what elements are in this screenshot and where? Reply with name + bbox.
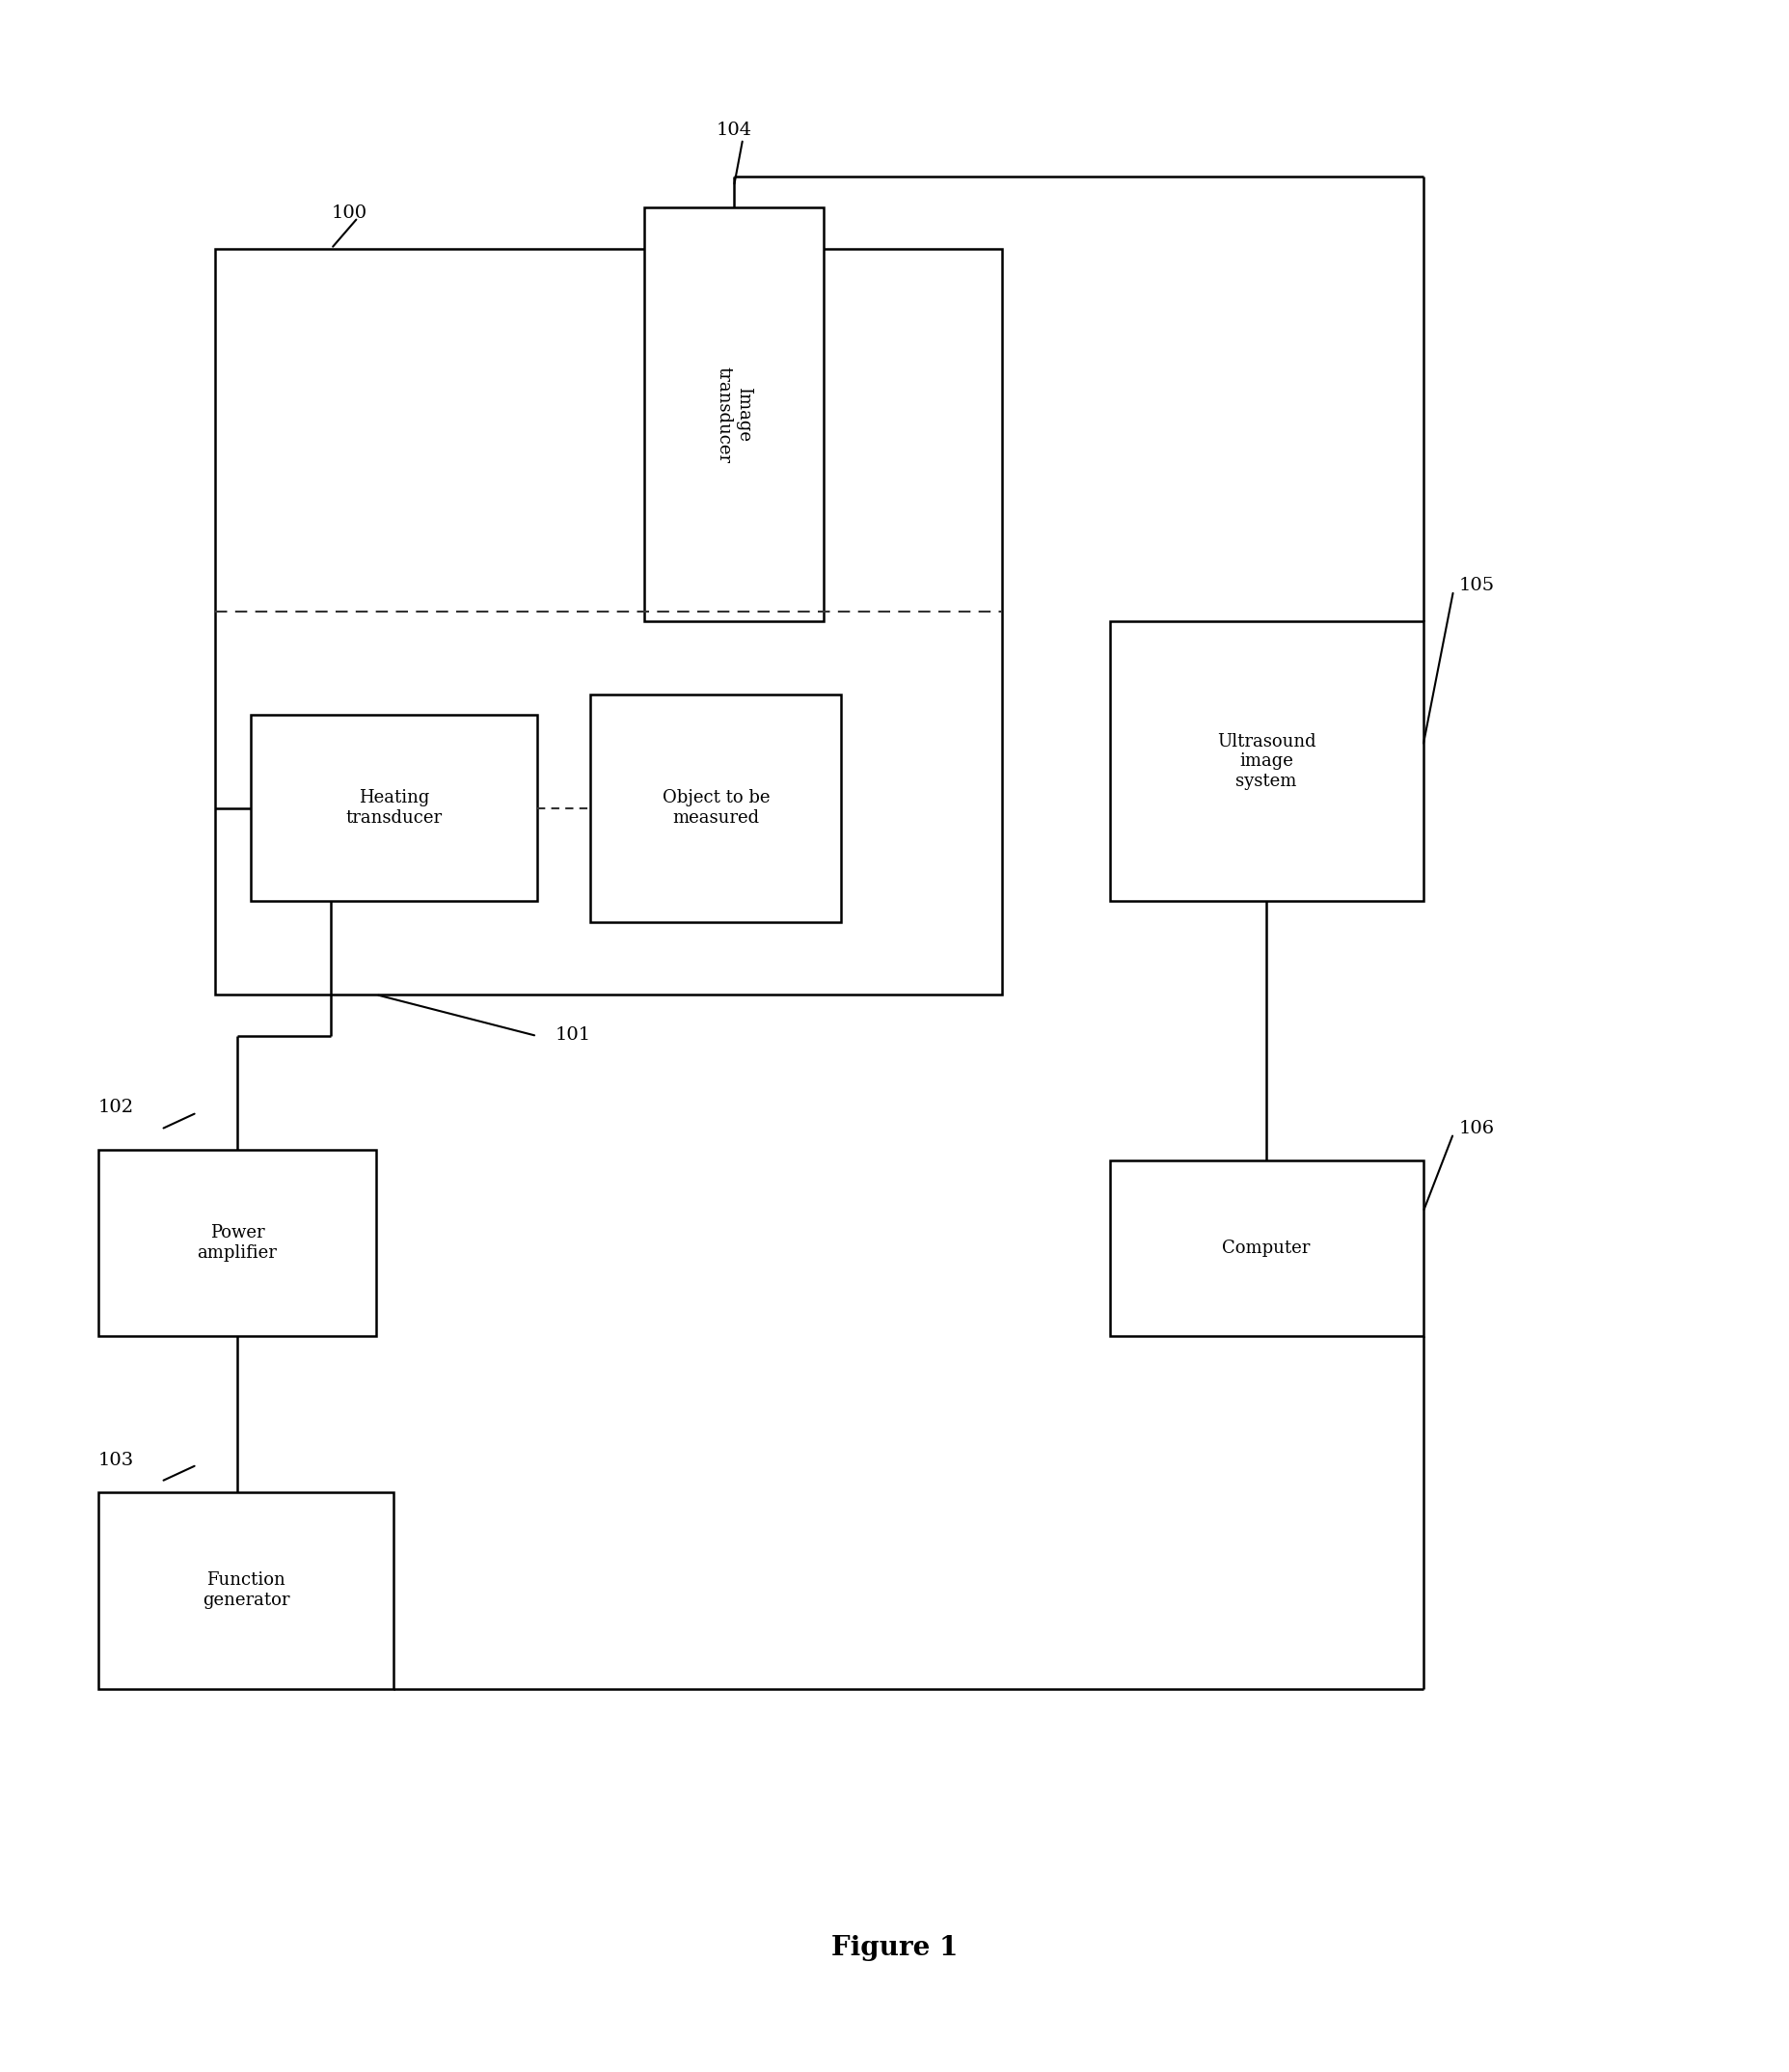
FancyBboxPatch shape: [98, 1492, 394, 1689]
Text: Computer: Computer: [1222, 1239, 1310, 1258]
Text: Object to be
measured: Object to be measured: [662, 789, 769, 827]
FancyBboxPatch shape: [590, 694, 841, 922]
Text: Function
generator: Function generator: [202, 1571, 290, 1610]
FancyBboxPatch shape: [1109, 1160, 1422, 1336]
Text: Ultrasound
image
system: Ultrasound image system: [1217, 733, 1315, 789]
FancyBboxPatch shape: [250, 715, 537, 901]
FancyBboxPatch shape: [215, 249, 1002, 995]
Text: Figure 1: Figure 1: [832, 1935, 957, 1960]
Text: 105: 105: [1458, 576, 1494, 595]
Text: Heating
transducer: Heating transducer: [345, 789, 442, 827]
Text: 106: 106: [1458, 1119, 1494, 1138]
Text: 103: 103: [98, 1450, 134, 1469]
FancyBboxPatch shape: [644, 207, 823, 622]
Text: 101: 101: [555, 1026, 590, 1044]
Text: Power
amplifier: Power amplifier: [197, 1225, 277, 1262]
FancyBboxPatch shape: [1109, 622, 1422, 901]
Text: 104: 104: [716, 120, 751, 139]
Text: 102: 102: [98, 1098, 134, 1117]
Text: Image
transducer: Image transducer: [716, 367, 751, 462]
FancyBboxPatch shape: [98, 1150, 376, 1336]
Text: 100: 100: [331, 203, 367, 222]
